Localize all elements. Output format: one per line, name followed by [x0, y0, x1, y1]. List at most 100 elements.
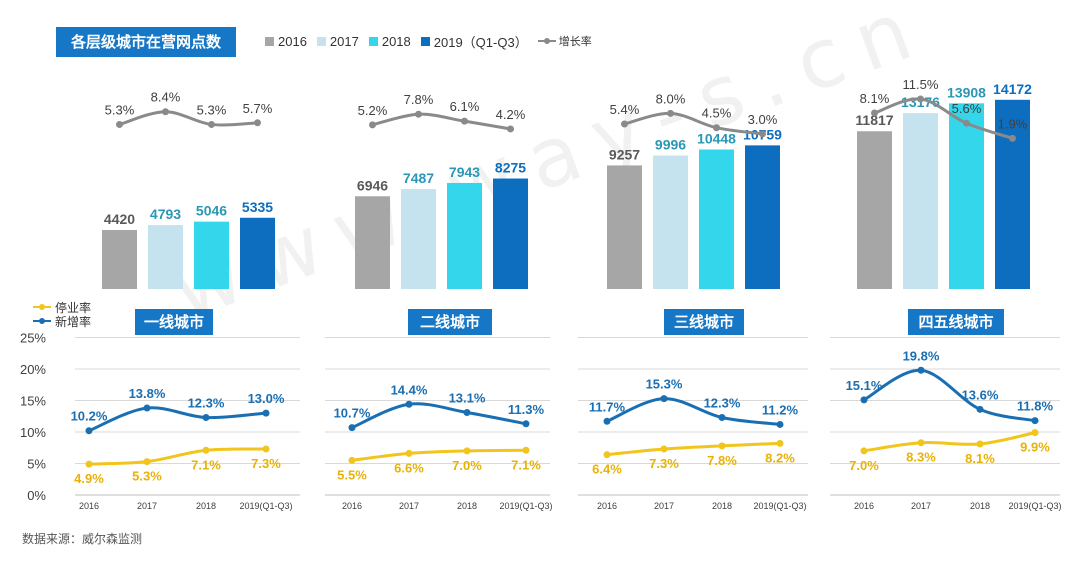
- x-tick-label: 2016: [854, 501, 874, 511]
- bar-value-label: 4420: [104, 211, 135, 227]
- growth-point: [254, 119, 261, 127]
- legend-item-2017: 2017: [316, 34, 359, 49]
- newrate-point: [776, 420, 784, 428]
- growth-point: [208, 120, 215, 128]
- closure-label: 8.3%: [906, 450, 936, 465]
- x-tick-label: 2019(Q1-Q3): [499, 501, 552, 511]
- growth-label: 8.0%: [656, 91, 686, 106]
- closure-point: [660, 445, 668, 453]
- y-tick-label: 0%: [27, 488, 46, 503]
- closure-line-g3: [606, 441, 781, 457]
- bar-g1-3: [194, 221, 229, 289]
- bar-value-label: 9257: [609, 146, 640, 162]
- bar-value-label: 7487: [403, 170, 434, 186]
- newrate-label: 11.2%: [762, 402, 799, 417]
- growth-label: 4.5%: [702, 106, 732, 121]
- growth-point: [415, 110, 422, 118]
- legend-item-closure: 停业率: [33, 300, 91, 315]
- bar-value-label: 9996: [655, 137, 686, 153]
- newrate-point: [976, 405, 984, 413]
- newrate-point: [660, 395, 668, 403]
- growth-point: [369, 121, 376, 129]
- bar-g2-4: [493, 178, 528, 289]
- bar-value-label: 5046: [196, 203, 227, 219]
- bar-g3-1: [607, 165, 642, 289]
- growth-label: 5.3%: [105, 102, 135, 117]
- bar-value-label: 5335: [242, 199, 273, 215]
- closure-label: 7.0%: [452, 458, 482, 473]
- newrate-point: [463, 408, 471, 416]
- growth-label: 5.3%: [197, 102, 227, 117]
- closure-point: [143, 458, 151, 466]
- newrate-line-g2: [351, 402, 527, 429]
- growth-line-g2: [372, 112, 511, 131]
- closure-label: 7.0%: [849, 458, 879, 473]
- growth-point: [871, 109, 878, 117]
- x-tick-label: 2017: [654, 501, 674, 511]
- closure-point: [860, 447, 868, 455]
- newrate-point: [917, 366, 925, 374]
- bar-value-label: 8275: [495, 160, 526, 176]
- newrate-label: 15.1%: [846, 378, 883, 393]
- closure-point: [348, 456, 356, 464]
- closure-line-g4: [863, 431, 1036, 453]
- closure-line-g2: [351, 448, 527, 462]
- closure-label: 5.5%: [337, 467, 367, 482]
- closure-label: 7.1%: [511, 457, 541, 472]
- newrate-line-g3: [606, 397, 781, 426]
- bar-value-label: 11817: [855, 112, 893, 128]
- newrate-label: 13.0%: [248, 391, 285, 406]
- tier-label-3: 三线城市: [664, 309, 744, 335]
- newrate-point: [603, 417, 611, 425]
- bar-g2-3: [447, 182, 482, 289]
- bar-g4-1: [857, 131, 892, 289]
- x-tick-label: 2016: [597, 501, 617, 511]
- closure-label: 4.9%: [74, 471, 104, 486]
- bottom-legend: 停业率 新增率: [33, 300, 91, 329]
- newrate-point: [718, 414, 726, 422]
- closure-label: 6.6%: [394, 460, 424, 475]
- newrate-label: 19.8%: [903, 348, 940, 363]
- closure-point: [603, 451, 611, 459]
- growth-label: 5.4%: [610, 102, 640, 117]
- source-note: 数据来源：威尔森监测: [22, 532, 143, 546]
- growth-label: 7.8%: [404, 92, 434, 107]
- newrate-label: 14.4%: [391, 382, 428, 397]
- closure-label: 8.1%: [965, 451, 995, 466]
- legend-item-growth: 增长率: [537, 33, 592, 49]
- closure-point: [202, 446, 210, 454]
- growth-point: [507, 125, 514, 133]
- legend-line-newrate: [33, 318, 51, 324]
- growth-label: 8.4%: [151, 90, 181, 105]
- legend-swatch-2018: [368, 36, 378, 46]
- newrate-label: 12.3%: [704, 396, 741, 411]
- closure-point: [718, 442, 726, 450]
- closure-label: 7.1%: [191, 457, 221, 472]
- bar-g4-4: [995, 99, 1030, 289]
- newrate-label: 12.3%: [188, 396, 225, 411]
- growth-label: 11.5%: [903, 77, 939, 92]
- growth-label: 1.9%: [998, 116, 1028, 131]
- legend-item-newrate: 新增率: [33, 314, 91, 329]
- closure-label: 7.3%: [649, 456, 679, 471]
- newrate-label: 11.8%: [1017, 399, 1054, 414]
- bar-value-label: 13908: [947, 84, 986, 100]
- bar-g3-4: [745, 145, 780, 289]
- newrate-point: [143, 404, 151, 412]
- growth-point: [116, 120, 123, 128]
- closure-point: [262, 445, 270, 453]
- legend-label-2018: 2018: [381, 33, 411, 49]
- growth-point: [162, 108, 169, 116]
- legend-item-2019: 2019（Q1-Q3）: [420, 32, 528, 51]
- growth-point: [621, 120, 628, 128]
- legend-label-2016: 2016: [278, 33, 307, 49]
- closure-line-g1: [88, 447, 267, 466]
- y-tick-label: 10%: [20, 425, 46, 440]
- newrate-point: [522, 420, 530, 428]
- y-tick-label: 5%: [27, 457, 46, 472]
- y-tick-label: 20%: [20, 362, 46, 377]
- tier-label-2: 二线城市: [408, 309, 492, 335]
- x-tick-label: 2019(Q1-Q3): [753, 501, 806, 511]
- bar-g1-4: [240, 217, 275, 289]
